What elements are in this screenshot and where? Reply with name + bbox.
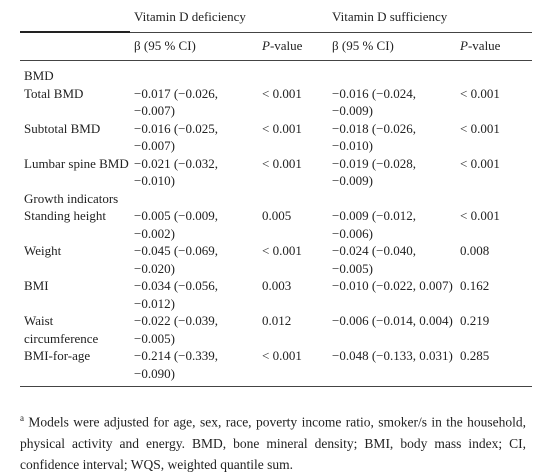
- p-value: < 0.001: [460, 85, 500, 101]
- results-table: Vitamin D deficiency Vitamin D sufficien…: [20, 8, 533, 387]
- row-label: Total BMD: [24, 85, 84, 101]
- estimate: −0.017 (−0.026, −0.007): [134, 85, 218, 119]
- group-header-row: Vitamin D deficiency Vitamin D sufficien…: [20, 8, 533, 33]
- p-value: < 0.001: [262, 120, 302, 136]
- table-row: Growth indicators: [20, 190, 532, 208]
- row-label: Standing height: [24, 208, 106, 223]
- row-label: Lumbar spine BMD: [24, 155, 129, 171]
- estimate: −0.010 (−0.022, 0.007): [332, 278, 453, 293]
- estimate: −0.005 (−0.009, −0.002): [134, 208, 218, 241]
- estimate: −0.019 (−0.028, −0.009): [332, 155, 417, 189]
- table-row: BMD: [20, 61, 532, 85]
- p-value: 0.162: [460, 278, 490, 293]
- footnote-marker: a: [20, 413, 24, 423]
- estimate: −0.048 (−0.133, 0.031): [328, 347, 457, 387]
- estimate: −0.022 (−0.039, −0.005): [134, 313, 218, 346]
- p-value: < 0.001: [460, 208, 500, 223]
- empty-cell: [130, 190, 532, 208]
- table-row: Waist circumference −0.022 (−0.039, −0.00…: [20, 312, 532, 347]
- footnote: a Models were adjusted for age, sex, rac…: [20, 408, 526, 475]
- p-value: < 0.001: [262, 85, 302, 101]
- estimate: −0.021 (−0.032, −0.010): [134, 155, 218, 189]
- column-header: P-value: [456, 32, 533, 61]
- p-value: 0.008: [460, 243, 490, 258]
- table-row: BMI-for-age −0.214 (−0.339, −0.090) < 0.00…: [20, 347, 533, 387]
- estimate: −0.024 (−0.040, −0.005): [332, 243, 417, 276]
- group-header: Vitamin D deficiency: [130, 8, 329, 33]
- column-header: β (95 % CI): [328, 32, 457, 61]
- table-row: Subtotal BMD −0.016 (−0.025, −0.007) < 0.0…: [20, 120, 532, 155]
- p-value: < 0.001: [262, 155, 302, 171]
- estimate: −0.018 (−0.026, −0.010): [332, 120, 417, 154]
- p-value: < 0.001: [258, 347, 329, 387]
- row-label: Weight: [24, 243, 62, 258]
- p-value: < 0.001: [460, 120, 500, 136]
- estimate: −0.009 (−0.012, −0.006): [332, 208, 417, 241]
- p-value: 0.003: [262, 278, 292, 293]
- p-value: 0.285: [456, 347, 533, 387]
- empty-cell: [130, 61, 532, 85]
- column-header-row: β (95 % CI) P-value β (95 % CI) P-value: [20, 32, 533, 61]
- estimate: −0.006 (−0.014, 0.004): [332, 313, 453, 328]
- p-value: < 0.001: [262, 243, 302, 258]
- estimate: −0.034 (−0.056, −0.012): [134, 278, 218, 311]
- p-value: 0.012: [262, 313, 292, 328]
- row-label: BMI-for-age: [20, 347, 130, 387]
- table-row: Weight −0.045 (−0.069, −0.020) < 0.001 −0.0…: [20, 242, 532, 277]
- table-row: Lumbar spine BMD −0.021 (−0.032, −0.010) <…: [20, 155, 532, 190]
- p-value: 0.219: [460, 313, 490, 328]
- group-header: Vitamin D sufficiency: [328, 8, 533, 33]
- p-value: 0.005: [262, 208, 292, 223]
- row-label: Waist circumference: [24, 313, 99, 346]
- row-label: Growth indicators: [24, 190, 119, 206]
- table-row: Total BMD −0.017 (−0.026, −0.007) < 0.001 −…: [20, 85, 532, 120]
- row-label: BMI: [24, 278, 49, 293]
- estimate: −0.214 (−0.339, −0.090): [130, 347, 258, 387]
- row-label: BMD: [24, 68, 54, 83]
- p-value: < 0.001: [460, 155, 500, 171]
- footnote-text: Models were adjusted for age, sex, race,…: [20, 414, 527, 472]
- column-header: β (95 % CI): [130, 32, 258, 61]
- table-row: Standing height −0.005 (−0.009, −0.002) 0.…: [20, 207, 532, 242]
- column-header: P-value: [258, 32, 329, 61]
- estimate: −0.016 (−0.024, −0.009): [332, 85, 417, 119]
- table-row: BMI −0.034 (−0.056, −0.012) 0.003 −0.010 (−…: [20, 277, 532, 312]
- estimate: −0.016 (−0.025, −0.007): [134, 120, 218, 154]
- estimate: −0.045 (−0.069, −0.020): [134, 243, 218, 276]
- row-label: Subtotal BMD: [24, 120, 101, 136]
